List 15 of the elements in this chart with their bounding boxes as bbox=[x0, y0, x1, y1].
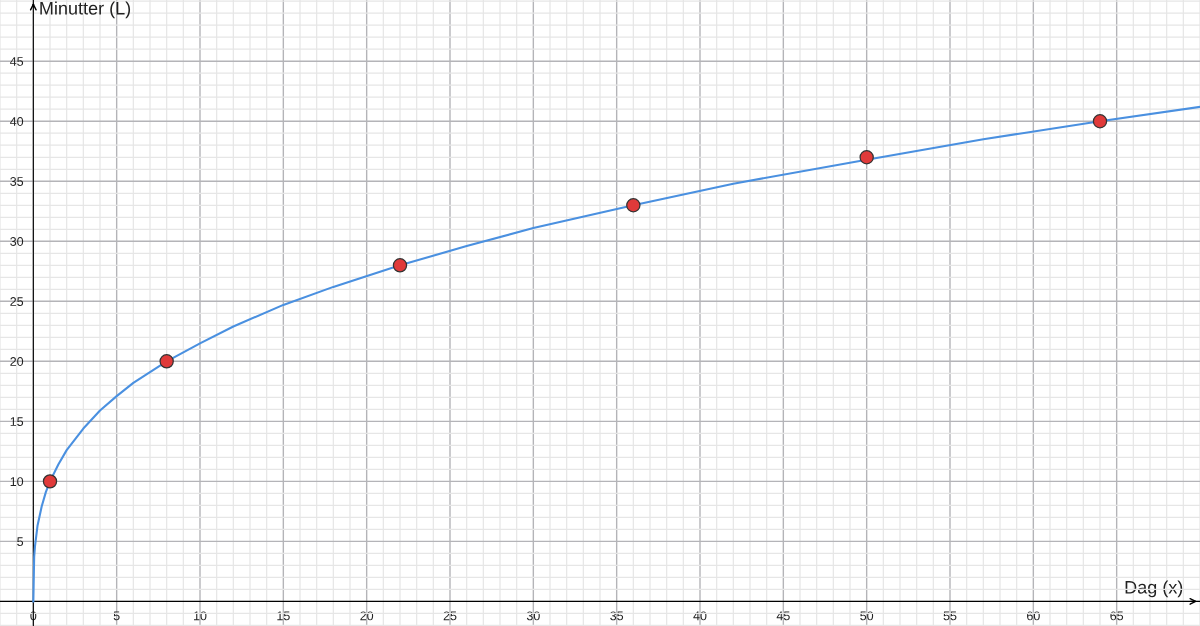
y-tick-label: 25 bbox=[10, 297, 24, 306]
x-tick-label: 55 bbox=[943, 611, 957, 621]
y-tick-label: 45 bbox=[10, 57, 24, 66]
y-tick-label: 30 bbox=[10, 237, 24, 246]
y-tick-label: 5 bbox=[17, 537, 24, 547]
x-tick-label: 65 bbox=[1110, 611, 1124, 621]
y-tick-label: 40 bbox=[10, 117, 24, 126]
y-tick-label: 15 bbox=[10, 417, 24, 426]
x-tick-label: 15 bbox=[277, 611, 290, 621]
x-tick-label: 35 bbox=[610, 611, 624, 621]
y-tick-label: 35 bbox=[10, 177, 24, 186]
y-tick-label: 20 bbox=[10, 357, 24, 366]
y-tick-label: 10 bbox=[10, 477, 24, 487]
x-tick-label: 5 bbox=[113, 611, 120, 621]
y-axis-title: Minutter (L) bbox=[40, 1, 131, 19]
